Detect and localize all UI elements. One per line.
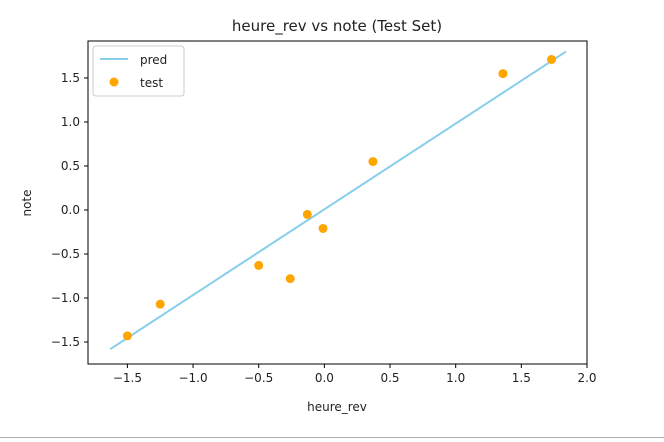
legend-box [92,45,185,97]
test-point [155,299,165,309]
y-axis-label: note [20,189,34,216]
y-tick-label: −1.0 [51,291,80,305]
y-tick-label: 1.5 [61,71,80,85]
y-tick-label: 1.0 [61,115,80,129]
x-tick-label: 2.0 [577,371,596,385]
test-point [318,223,328,233]
test-point [254,260,264,270]
x-axis: −1.5 −1.0 −0.5 0.0 0.5 1.0 1.5 2.0 [113,364,597,385]
x-tick-label: 0.0 [315,371,334,385]
y-tick-label: 0.5 [61,159,80,173]
test-point [368,157,378,167]
legend: pred test [92,45,185,97]
x-axis-label: heure_rev [307,400,367,414]
legend-pred-label: pred [140,53,167,67]
plot-area [87,40,588,365]
test-point [302,209,312,219]
chart-title: heure_rev vs note (Test Set) [232,17,442,36]
x-tick-label: 0.5 [380,371,399,385]
test-point [285,274,295,284]
x-tick-label: −1.0 [178,371,207,385]
y-tick-label: −0.5 [51,247,80,261]
x-tick-label: 1.5 [512,371,531,385]
test-point [122,331,132,341]
test-point [547,54,557,64]
y-tick-label: 0.0 [61,203,80,217]
series-layer [109,50,567,350]
legend-test-marker-swatch [109,77,119,87]
divider [0,437,664,438]
pred-line [109,50,567,350]
test-point [498,69,508,79]
y-tick-label: −1.5 [51,335,80,349]
legend-test-label: test [140,76,163,90]
x-tick-label: 1.0 [446,371,465,385]
x-tick-label: −0.5 [244,371,273,385]
y-axis: −1.5 −1.0 −0.5 0.0 0.5 1.0 1.5 [51,71,88,349]
x-tick-label: −1.5 [113,371,142,385]
